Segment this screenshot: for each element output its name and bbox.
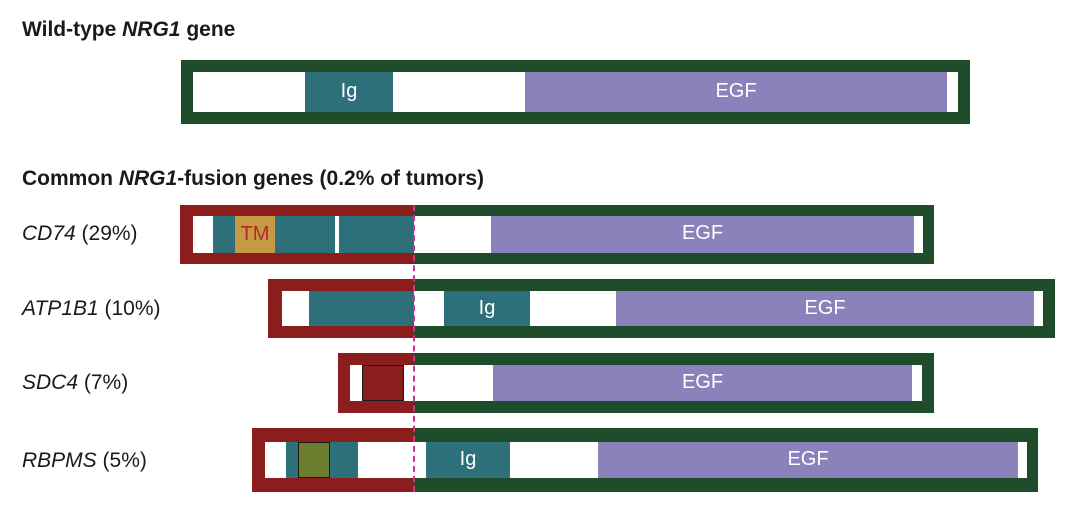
rbpms-white-start [265,442,286,478]
cd74-white-end [914,216,923,253]
atp1b1-white-start [282,291,309,326]
fusion-label-atp1b1: ATP1B1 (10%) [22,297,161,320]
wild-type-nrg1-bar: Ig EGF [181,60,970,124]
cd74-tm-label: TM [240,223,270,245]
fusion-label-rbpms: RBPMS (5%) [22,449,147,472]
rbpms-egf-domain [598,442,1018,478]
rbpms-teal-segment-2 [330,442,358,478]
wt-ig-label: Ig [340,80,358,102]
sdc4-white-partner [404,365,414,401]
sdc4-white-end [912,365,922,401]
wt-ig-domain [305,72,393,112]
wt-egf-domain [525,72,947,112]
sdc4-egf-label: EGF [681,371,724,393]
rbpms-white-nrg1-2 [510,442,598,478]
fusion-junction-line [413,205,415,492]
rbpms-white-nrg1-1 [414,442,426,478]
atp1b1-egf-label: EGF [804,297,846,319]
rbpms-ig-label: Ig [459,448,477,470]
wt-white-segment-2 [393,72,525,112]
wt-white-segment-3 [947,72,958,112]
wt-white-segment-1 [193,72,305,112]
rbpms-olive-domain [298,442,330,478]
cd74-teal-segment-2 [275,216,335,253]
atp1b1-ig-label: Ig [478,297,496,319]
cd74-egf-domain [491,216,914,253]
atp1b1-white-nrg1-1 [414,291,444,326]
rbpms-teal-segment-1 [286,442,298,478]
atp1b1-egf-domain [616,291,1034,326]
rbpms-egf-label: EGF [787,448,829,470]
rbpms-white-end [1018,442,1027,478]
cd74-white-start [193,216,213,253]
fusion-heading: Common NRG1-fusion genes (0.2% of tumors… [22,167,485,190]
cd74-teal-segment-1 [213,216,235,253]
sdc4-white-nrg1 [414,365,493,401]
atp1b1-ig-domain [444,291,530,326]
sdc4-egf-domain [493,365,912,401]
fusion-label-sdc4: SDC4 (7%) [22,371,129,394]
cd74-egf-label: EGF [681,222,724,244]
cd74-tm-domain [235,216,275,253]
rbpms-ig-domain [426,442,510,478]
rbpms-white-partner [358,442,414,478]
sdc4-domain [362,365,404,401]
cd74-white-divider [335,216,339,253]
cd74-teal-segment-3 [339,216,414,253]
atp1b1-white-end [1034,291,1043,326]
cd74-white-nrg1 [414,216,491,253]
sdc4-white-start [350,365,362,401]
fusion-label-cd74: CD74 (29%) [22,222,138,245]
wild-type-heading: Wild-type NRG1 gene [22,18,236,41]
atp1b1-white-nrg1-2 [530,291,616,326]
wt-egf-label: EGF [715,80,757,102]
atp1b1-teal-segment [309,291,414,326]
